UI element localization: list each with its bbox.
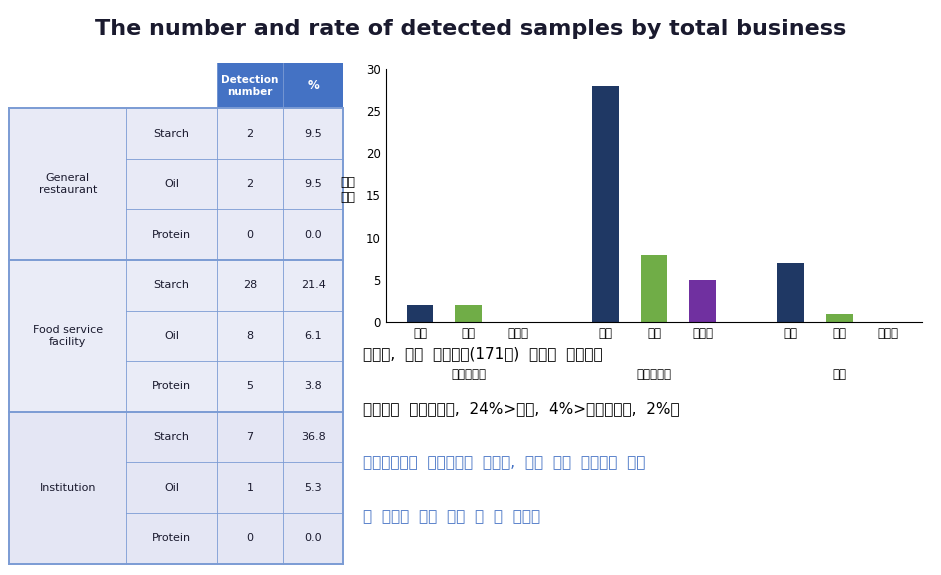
Text: 3.8: 3.8 bbox=[305, 381, 322, 392]
Text: 2: 2 bbox=[247, 129, 253, 139]
Text: 36.8: 36.8 bbox=[301, 432, 326, 442]
Bar bbox=[455, 305, 482, 322]
Bar bbox=[407, 305, 434, 322]
Text: 0: 0 bbox=[247, 533, 253, 543]
Bar bbox=[641, 255, 667, 322]
Y-axis label: 검술
건수: 검술 건수 bbox=[341, 177, 356, 205]
Text: Food service
facility: Food service facility bbox=[33, 325, 103, 347]
Text: 0.0: 0.0 bbox=[305, 533, 322, 543]
Text: Protein: Protein bbox=[152, 533, 191, 543]
Text: Starch: Starch bbox=[153, 129, 189, 139]
Text: 2: 2 bbox=[247, 179, 253, 189]
Text: 0: 0 bbox=[247, 230, 253, 240]
Bar bbox=[9, 412, 343, 564]
Text: 7: 7 bbox=[247, 432, 253, 442]
Text: 8: 8 bbox=[247, 331, 253, 341]
Bar bbox=[9, 108, 343, 260]
Text: Oil: Oil bbox=[164, 331, 179, 341]
Bar bbox=[826, 313, 853, 322]
Text: 검출율은  단체급식소,  24%>기관,  4%>일반음식점,  2%로: 검출율은 단체급식소, 24%>기관, 4%>일반음식점, 2%로 bbox=[363, 401, 680, 416]
Text: 21.4: 21.4 bbox=[301, 280, 326, 290]
Text: Protein: Protein bbox=[152, 230, 191, 240]
Bar bbox=[592, 86, 618, 322]
Text: 단체급식소가  상대적으로  높았고,  식재  성분  중에서는  전분: 단체급식소가 상대적으로 높았고, 식재 성분 중에서는 전분 bbox=[363, 455, 646, 470]
Text: Institution: Institution bbox=[40, 482, 96, 493]
Text: Oil: Oil bbox=[164, 179, 179, 189]
Text: Oil: Oil bbox=[164, 482, 179, 493]
Text: 일반음식점: 일반음식점 bbox=[451, 367, 486, 381]
Text: 기관: 기관 bbox=[832, 367, 846, 381]
Bar bbox=[690, 280, 716, 322]
Text: General
restaurant: General restaurant bbox=[39, 173, 97, 195]
Text: 9.5: 9.5 bbox=[305, 179, 322, 189]
Bar bbox=[216, 63, 343, 108]
Text: 0.0: 0.0 bbox=[305, 230, 322, 240]
Text: 28: 28 bbox=[243, 280, 257, 290]
Bar bbox=[9, 260, 343, 412]
Text: %: % bbox=[308, 79, 319, 92]
Text: The number and rate of detected samples by total business: The number and rate of detected samples … bbox=[95, 19, 846, 39]
Text: 단체급식소: 단체급식소 bbox=[636, 367, 672, 381]
Text: 5: 5 bbox=[247, 381, 253, 392]
Text: Protein: Protein bbox=[152, 381, 191, 392]
Text: 5.3: 5.3 bbox=[305, 482, 322, 493]
Text: 9.5: 9.5 bbox=[305, 129, 322, 139]
Text: Detection
number: Detection number bbox=[221, 75, 279, 97]
Text: 따라서,  전체  시료건수(171건)  대비로  환산하면: 따라서, 전체 시료건수(171건) 대비로 환산하면 bbox=[363, 347, 603, 362]
Text: Starch: Starch bbox=[153, 280, 189, 290]
Bar bbox=[777, 263, 804, 322]
Text: 6.1: 6.1 bbox=[305, 331, 322, 341]
Text: 의  비율이  제일  큼을  알  수  있었음: 의 비율이 제일 큼을 알 수 있었음 bbox=[363, 509, 540, 524]
Text: 1: 1 bbox=[247, 482, 253, 493]
Text: Starch: Starch bbox=[153, 432, 189, 442]
